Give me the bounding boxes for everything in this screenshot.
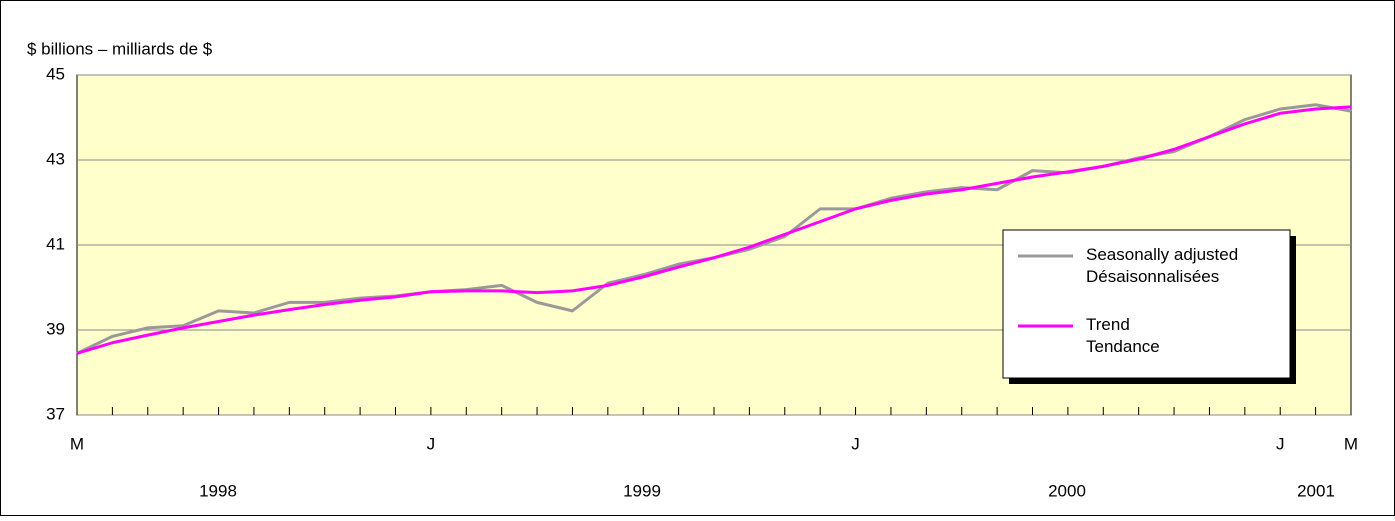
legend-label-line: Tendance xyxy=(1086,337,1160,356)
x-tick-label: J xyxy=(1276,434,1285,453)
legend-label: Seasonally adjusted Désaisonnalisées xyxy=(1086,245,1238,286)
y-tick-label: 39 xyxy=(46,319,65,338)
y-tick-label: 43 xyxy=(46,149,65,168)
x-tick-label: J xyxy=(851,434,860,453)
y-tick-label: 45 xyxy=(46,64,65,83)
legend-label-line: Trend xyxy=(1086,315,1130,334)
y-tick-label: 37 xyxy=(46,404,65,423)
legend-label-line: Désaisonnalisées xyxy=(1086,267,1219,286)
legend-label-line: Seasonally adjusted xyxy=(1086,245,1238,264)
series-line xyxy=(76,105,1352,355)
year-label: 2000 xyxy=(1048,481,1086,500)
year-label: 2001 xyxy=(1297,481,1335,500)
y-axis-label: $ billions – milliards de $ xyxy=(27,39,213,58)
year-label: 1999 xyxy=(623,481,661,500)
year-label: 1998 xyxy=(199,481,237,500)
x-tick-label: M xyxy=(70,434,84,453)
x-tick-label: M xyxy=(1344,434,1358,453)
y-tick-label: 41 xyxy=(46,234,65,253)
legend-label: Trend Tendance xyxy=(1086,315,1160,356)
x-tick-label: J xyxy=(427,434,436,453)
